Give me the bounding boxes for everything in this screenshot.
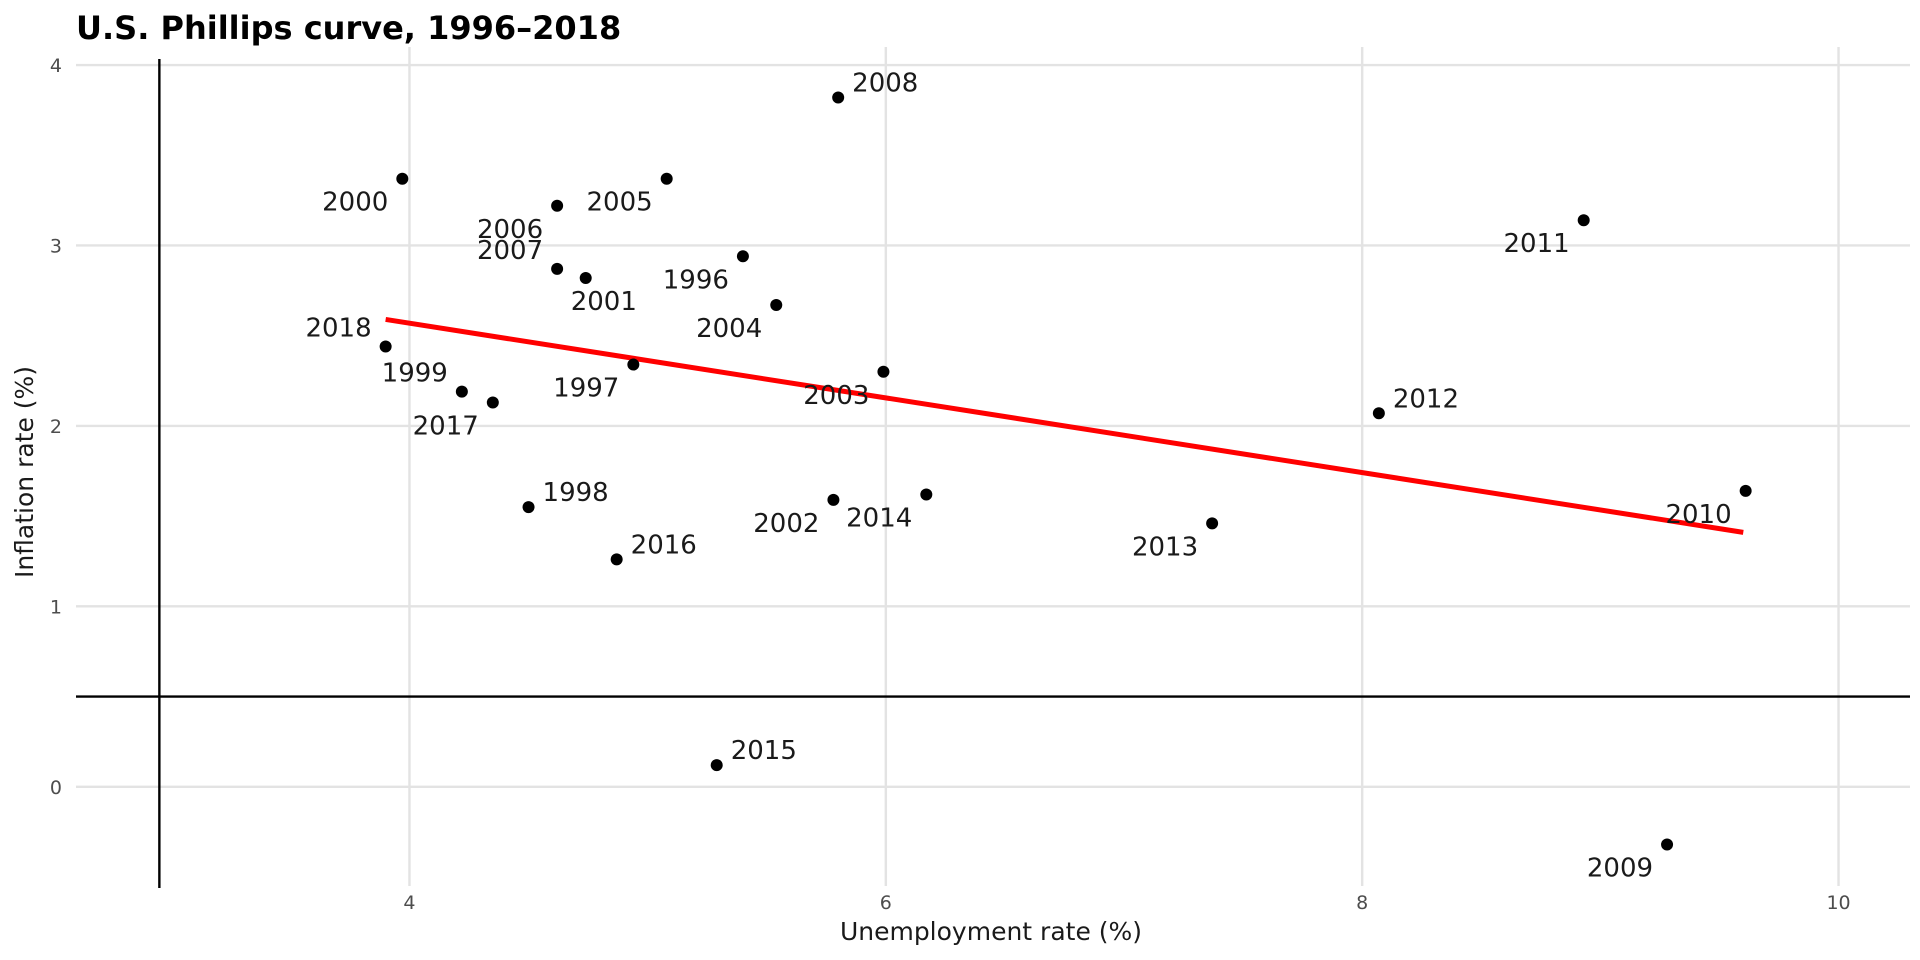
point-label-2005: 2005 [587, 188, 653, 218]
data-point-2006 [551, 199, 564, 212]
y-tick-label-1: 1 [50, 596, 62, 618]
data-point-2003 [877, 365, 890, 378]
data-point-2013 [1206, 517, 1219, 530]
data-point-2008 [832, 91, 845, 104]
y-tick-label-2: 2 [50, 416, 62, 438]
point-label-1998: 1998 [543, 478, 609, 508]
point-label-2016: 2016 [631, 530, 697, 560]
data-point-2007 [551, 262, 564, 275]
trend-line-group [385, 316, 1744, 535]
chart-title: U.S. Phillips curve, 1996–2018 [76, 9, 621, 47]
data-point-1997 [627, 358, 640, 371]
point-label-2018: 2018 [305, 314, 371, 344]
y-tick-label-4: 4 [50, 55, 62, 77]
data-point-2018 [379, 340, 392, 353]
tick-labels: 4 6 8 10 0 1 2 3 4 [50, 55, 1851, 914]
data-point-1998 [522, 501, 535, 514]
gridlines [76, 47, 1910, 886]
point-label-2002: 2002 [753, 509, 819, 539]
data-point-2012 [1372, 407, 1385, 420]
x-axis-title: Unemployment rate (%) [840, 917, 1142, 946]
point-label-1997: 1997 [553, 374, 619, 404]
point-label-2008: 2008 [852, 69, 918, 99]
data-point-2005 [660, 172, 673, 185]
data-point-2011 [1577, 214, 1590, 227]
point-labels: 1996 1997 1998 1999 2000 2001 2002 2003 2004 2005… [305, 69, 1731, 884]
point-label-2012: 2012 [1393, 384, 1459, 414]
point-label-2001: 2001 [571, 287, 637, 317]
point-label-2007: 2007 [477, 236, 543, 266]
data-point-2017 [486, 396, 499, 409]
trend-line [385, 316, 1744, 535]
point-label-2004: 2004 [696, 314, 762, 344]
x-tick-label-4: 4 [403, 892, 415, 914]
x-tick-label-10: 10 [1826, 892, 1850, 914]
data-point-2009 [1661, 838, 1674, 851]
point-label-2014: 2014 [846, 503, 912, 533]
data-point-2000 [396, 172, 409, 185]
point-label-1996: 1996 [663, 265, 729, 295]
point-label-2003: 2003 [803, 381, 869, 411]
point-label-2000: 2000 [322, 188, 388, 218]
data-point-1999 [455, 385, 468, 398]
data-point-2004 [770, 299, 783, 312]
x-tick-label-8: 8 [1356, 892, 1368, 914]
data-point-2015 [710, 759, 723, 772]
data-point-2001 [579, 271, 592, 284]
point-label-2009: 2009 [1587, 854, 1653, 884]
data-point-2010 [1739, 484, 1752, 497]
point-label-2006: 2006 [477, 215, 543, 245]
point-label-2015: 2015 [731, 736, 797, 766]
point-label-1999: 1999 [382, 359, 448, 389]
y-axis-title: Inflation rate (%) [10, 366, 39, 578]
data-point-2002 [827, 493, 840, 506]
point-label-2013: 2013 [1132, 532, 1198, 562]
data-point-2016 [610, 553, 623, 566]
reference-lines [76, 59, 1910, 888]
y-tick-label-3: 3 [50, 235, 62, 257]
point-label-2011: 2011 [1504, 229, 1570, 259]
point-label-2017: 2017 [413, 411, 479, 441]
y-tick-label-0: 0 [50, 777, 62, 799]
data-point-1996 [736, 250, 749, 263]
data-point-2014 [920, 488, 933, 501]
point-label-2010: 2010 [1665, 500, 1731, 530]
scatter-points [379, 91, 1752, 851]
x-tick-label-6: 6 [880, 892, 892, 914]
